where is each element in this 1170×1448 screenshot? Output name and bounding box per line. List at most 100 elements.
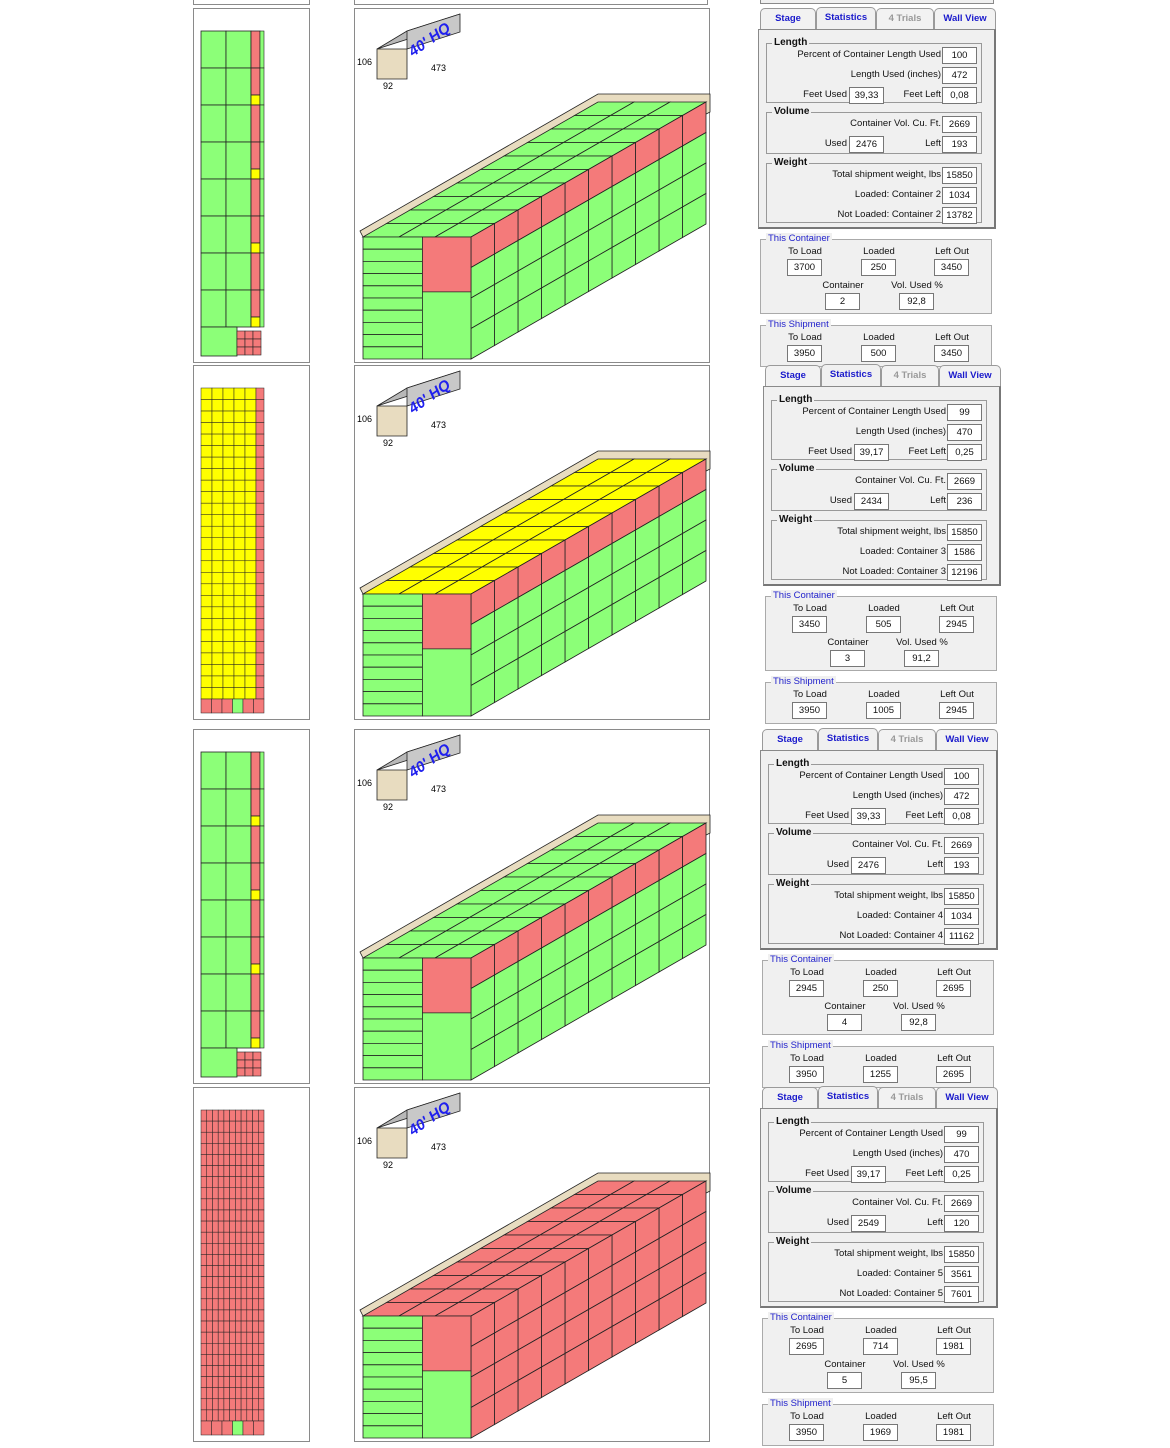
container-left-out-field[interactable]: 2945 bbox=[939, 616, 974, 633]
tab-stage[interactable]: Stage bbox=[760, 8, 816, 29]
tab-trials[interactable]: 4 Trials bbox=[878, 1087, 936, 1108]
loaded-weight-field[interactable]: 1034 bbox=[944, 908, 979, 925]
tab-statistics[interactable]: Statistics bbox=[816, 7, 876, 30]
container-loaded-field[interactable]: 505 bbox=[866, 616, 901, 633]
vol-left-field[interactable]: 236 bbox=[947, 493, 982, 510]
vol-used-field[interactable]: 2434 bbox=[854, 493, 889, 510]
feet-left-field[interactable]: 0,08 bbox=[944, 808, 979, 825]
plan-box bbox=[240, 1387, 248, 1400]
total-weight-field[interactable]: 15850 bbox=[944, 888, 979, 905]
container-to-load-field[interactable]: 3700 bbox=[787, 259, 822, 276]
length-used-field[interactable]: 470 bbox=[947, 424, 982, 441]
container-number-field[interactable]: 2 bbox=[825, 293, 860, 310]
length-used-field[interactable]: 470 bbox=[944, 1146, 979, 1163]
tab-stage[interactable]: Stage bbox=[765, 365, 821, 386]
container-vol-field[interactable]: 2669 bbox=[947, 473, 982, 490]
plan-box bbox=[235, 1343, 242, 1355]
shipment-left-out-field[interactable]: 2695 bbox=[936, 1066, 971, 1083]
box-front bbox=[362, 285, 423, 299]
tab-statistics[interactable]: Statistics bbox=[821, 364, 881, 387]
shipment-to-load-field[interactable]: 3950 bbox=[789, 1424, 824, 1441]
container-to-load-field[interactable]: 2945 bbox=[789, 980, 824, 997]
shipment-left-out-field[interactable]: 3450 bbox=[934, 345, 969, 362]
not-loaded-weight-field[interactable]: 7601 bbox=[944, 1286, 979, 1303]
feet-left-field[interactable]: 0,25 bbox=[947, 444, 982, 461]
pct-length-field[interactable]: 99 bbox=[944, 1126, 979, 1143]
vol-used-pct-field[interactable]: 92,8 bbox=[899, 293, 934, 310]
length-used-field[interactable]: 472 bbox=[944, 788, 979, 805]
plan-box bbox=[258, 1254, 265, 1266]
shipment-left-out-field[interactable]: 2945 bbox=[939, 702, 974, 719]
container-loaded-field[interactable]: 250 bbox=[863, 980, 898, 997]
tab-trials[interactable]: 4 Trials bbox=[881, 365, 939, 386]
vol-used-pct-field[interactable]: 95,5 bbox=[901, 1372, 936, 1389]
total-weight-field[interactable]: 15850 bbox=[944, 1246, 979, 1263]
container-loaded-field[interactable]: 250 bbox=[861, 259, 896, 276]
vol-left-field[interactable]: 193 bbox=[944, 857, 979, 874]
container-number-field[interactable]: 3 bbox=[830, 650, 865, 667]
shipment-to-load-field[interactable]: 3950 bbox=[787, 345, 822, 362]
container-vol-field[interactable]: 2669 bbox=[944, 837, 979, 854]
plan-box bbox=[252, 1265, 259, 1277]
vol-used-pct-field[interactable]: 91,2 bbox=[904, 650, 939, 667]
plan-box bbox=[259, 30, 265, 69]
vol-left-field[interactable]: 193 bbox=[942, 136, 977, 153]
feet-used-field[interactable]: 39,33 bbox=[851, 808, 886, 825]
loaded-weight-field[interactable]: 1034 bbox=[942, 187, 977, 204]
container-loaded-field[interactable]: 714 bbox=[863, 1338, 898, 1355]
plan-box bbox=[217, 1131, 225, 1144]
total-weight-field[interactable]: 15850 bbox=[942, 167, 977, 184]
shipment-loaded-field[interactable]: 500 bbox=[861, 345, 896, 362]
container-to-load-field[interactable]: 3450 bbox=[792, 616, 827, 633]
shipment-to-load-field[interactable]: 3950 bbox=[789, 1066, 824, 1083]
container-left-out-field[interactable]: 2695 bbox=[936, 980, 971, 997]
container-to-load-field[interactable]: 2695 bbox=[789, 1338, 824, 1355]
tab-trials[interactable]: 4 Trials bbox=[876, 8, 934, 29]
length-used-field[interactable]: 472 bbox=[942, 67, 977, 84]
tab-trials[interactable]: 4 Trials bbox=[878, 729, 936, 750]
shipment-to-load-field[interactable]: 3950 bbox=[792, 702, 827, 719]
not-loaded-weight-field[interactable]: 11162 bbox=[944, 928, 979, 945]
container-left-out-field[interactable]: 1981 bbox=[936, 1338, 971, 1355]
tab-wall-view[interactable]: Wall View bbox=[939, 365, 1001, 386]
plan-box bbox=[200, 652, 213, 665]
feet-used-field[interactable]: 39,17 bbox=[854, 444, 889, 461]
tab-statistics[interactable]: Statistics bbox=[818, 728, 878, 751]
feet-used-field[interactable]: 39,17 bbox=[851, 1166, 886, 1183]
vol-left-field[interactable]: 120 bbox=[944, 1215, 979, 1232]
pct-length-field[interactable]: 100 bbox=[942, 47, 977, 64]
container-left-out-field[interactable]: 3450 bbox=[934, 259, 969, 276]
shipment-loaded-field[interactable]: 1969 bbox=[863, 1424, 898, 1441]
container-number-field[interactable]: 4 bbox=[827, 1014, 862, 1031]
loaded-weight-field[interactable]: 3561 bbox=[944, 1266, 979, 1283]
pct-length-field[interactable]: 99 bbox=[947, 404, 982, 421]
vol-used-field[interactable]: 2476 bbox=[851, 857, 886, 874]
container-vol-field[interactable]: 2669 bbox=[944, 1195, 979, 1212]
plan-box bbox=[200, 525, 213, 538]
vol-used-pct-field[interactable]: 92,8 bbox=[901, 1014, 936, 1031]
plan-box bbox=[250, 973, 261, 1012]
tab-stage[interactable]: Stage bbox=[762, 1087, 818, 1108]
tab-statistics[interactable]: Statistics bbox=[818, 1086, 878, 1109]
loaded-weight-field[interactable]: 1586 bbox=[947, 544, 982, 561]
not-loaded-weight-field[interactable]: 13782 bbox=[942, 207, 977, 224]
shipment-loaded-field[interactable]: 1255 bbox=[863, 1066, 898, 1083]
not-loaded-weight-field[interactable]: 12196 bbox=[947, 564, 982, 581]
tab-stage[interactable]: Stage bbox=[762, 729, 818, 750]
feet-used-field[interactable]: 39,33 bbox=[849, 87, 884, 104]
plan-box bbox=[253, 1420, 265, 1436]
pct-length-field[interactable]: 100 bbox=[944, 768, 979, 785]
container-vol-field[interactable]: 2669 bbox=[942, 116, 977, 133]
shipment-left-out-field[interactable]: 1981 bbox=[936, 1424, 971, 1441]
vol-used-field[interactable]: 2476 bbox=[849, 136, 884, 153]
feet-left-field[interactable]: 0,25 bbox=[944, 1166, 979, 1183]
total-weight-field[interactable]: 15850 bbox=[947, 524, 982, 541]
shipment-loaded-field[interactable]: 1005 bbox=[866, 702, 901, 719]
tab-wall-view[interactable]: Wall View bbox=[936, 729, 998, 750]
feet-left-field[interactable]: 0,08 bbox=[942, 87, 977, 104]
vol-used-field[interactable]: 2549 bbox=[851, 1215, 886, 1232]
container-number-field[interactable]: 5 bbox=[827, 1372, 862, 1389]
plan-box bbox=[200, 537, 213, 550]
tab-wall-view[interactable]: Wall View bbox=[934, 8, 996, 29]
tab-wall-view[interactable]: Wall View bbox=[936, 1087, 998, 1108]
